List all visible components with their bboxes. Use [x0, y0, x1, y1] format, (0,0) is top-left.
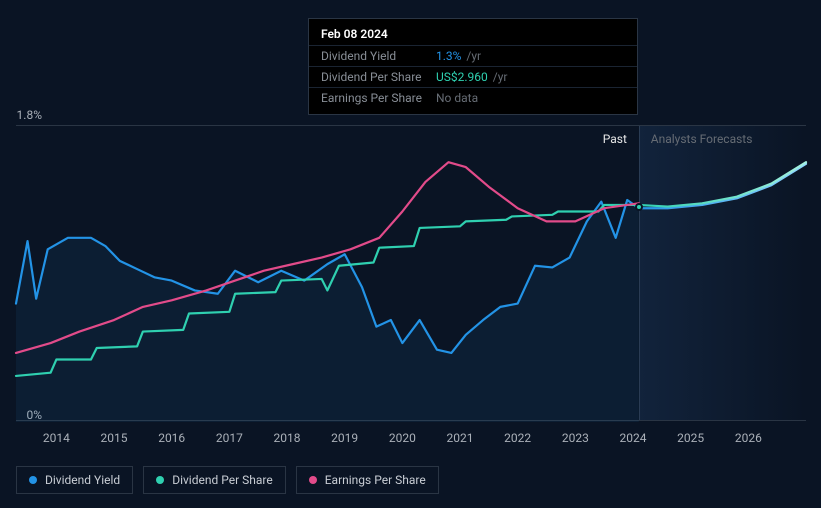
- x-axis-tick: 2019: [331, 431, 358, 445]
- legend-dot-icon: [29, 476, 37, 484]
- x-axis-tick: 2021: [447, 431, 474, 445]
- tooltip-row: Earnings Per ShareNo data: [309, 87, 637, 108]
- tooltip-row: Dividend Per ShareUS$2.960 /yr: [309, 66, 637, 87]
- chart-svg: [16, 126, 806, 420]
- tooltip-row-value: 1.3% /yr: [436, 49, 625, 63]
- tooltip-row: Dividend Yield1.3% /yr: [309, 45, 637, 66]
- x-axis-tick: 2014: [43, 431, 70, 445]
- tooltip-row-value: No data: [436, 91, 625, 105]
- chart-plot-area[interactable]: Past Analysts Forecasts: [16, 125, 806, 421]
- legend-item-label: Dividend Yield: [45, 473, 120, 487]
- x-axis-tick: 2023: [562, 431, 589, 445]
- tooltip-row-suffix: /yr: [463, 49, 481, 63]
- chart-legend: Dividend Yield Dividend Per Share Earnings…: [16, 466, 439, 494]
- series-line: [639, 164, 806, 208]
- tooltip-date: Feb 08 2024: [309, 25, 637, 45]
- y-axis-max-label: 1.8%: [17, 108, 42, 122]
- legend-item-label: Dividend Per Share: [172, 473, 273, 487]
- chart-hover-marker: [635, 203, 643, 211]
- chart-tooltip: Feb 08 2024 Dividend Yield1.3% /yrDivide…: [308, 18, 638, 115]
- x-axis-tick: 2022: [504, 431, 531, 445]
- x-axis-tick: 2026: [735, 431, 762, 445]
- x-axis-tick: 2020: [389, 431, 416, 445]
- x-axis-tick: 2024: [620, 431, 647, 445]
- tooltip-row-label: Dividend Yield: [321, 49, 436, 63]
- tooltip-row-label: Dividend Per Share: [321, 70, 436, 84]
- tooltip-row-value: US$2.960 /yr: [436, 70, 625, 84]
- dividend-yield-area: [16, 200, 639, 422]
- legend-item-label: Earnings Per Share: [325, 473, 426, 487]
- legend-item[interactable]: Dividend Per Share: [143, 466, 286, 494]
- x-axis-tick: 2017: [216, 431, 243, 445]
- series-line: [639, 162, 806, 206]
- x-axis-tick: 2015: [101, 431, 128, 445]
- x-axis-tick: 2018: [274, 431, 301, 445]
- tooltip-row-suffix: /yr: [490, 70, 508, 84]
- legend-item[interactable]: Dividend Yield: [16, 466, 133, 494]
- legend-item[interactable]: Earnings Per Share: [296, 466, 439, 494]
- tooltip-rows: Dividend Yield1.3% /yrDividend Per Share…: [309, 45, 637, 108]
- x-axis-tick: 2025: [677, 431, 704, 445]
- legend-dot-icon: [156, 476, 164, 484]
- legend-dot-icon: [309, 476, 317, 484]
- x-axis-tick: 2016: [158, 431, 185, 445]
- tooltip-row-label: Earnings Per Share: [321, 91, 436, 105]
